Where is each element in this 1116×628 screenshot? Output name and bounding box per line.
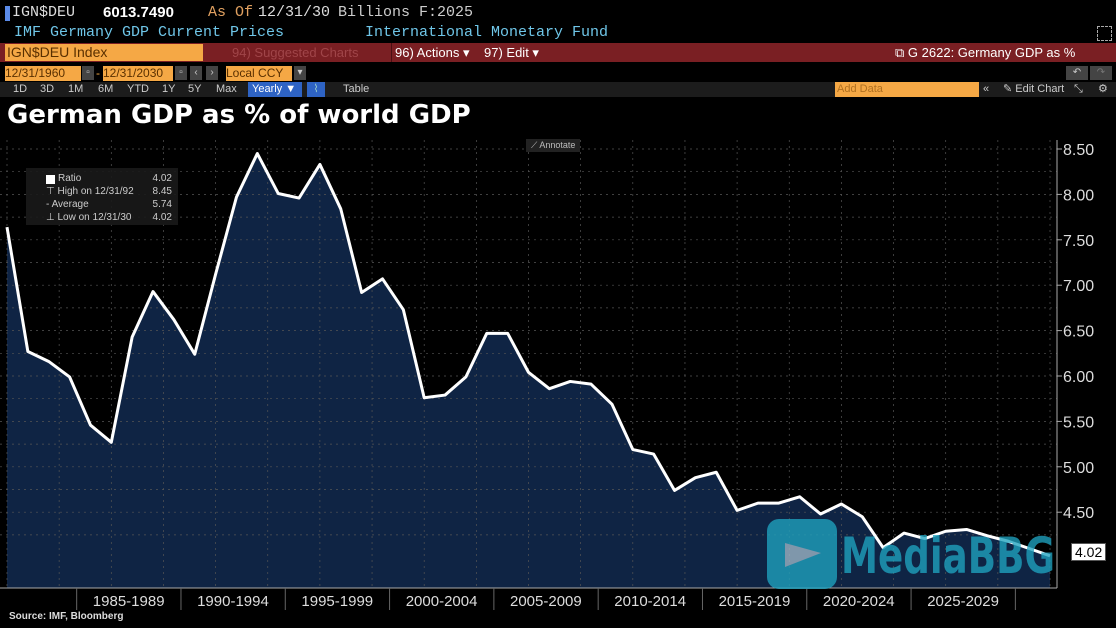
command-bar: IGN$DEU Index 94) Suggested Charts 96) A… [0,43,1116,62]
menu-divider [391,43,392,62]
x-tick-label: 2010-2014 [614,593,686,610]
y-tick-label: 4.50 [1063,505,1094,522]
x-tick-label: 2020-2024 [823,593,895,610]
annotate-label: Annotate [539,140,576,150]
range-bar: 1D 3D 1M 6M YTD 1Y 5Y Max Yearly ▼ ⌇ Table Add … [0,82,1116,97]
undo-icon[interactable]: ↶ [1066,66,1088,80]
frequency-select[interactable]: Yearly ▼ [248,82,302,97]
y-tick-label: 8.00 [1063,187,1094,204]
calendar-icon[interactable]: ▫ [82,66,94,80]
legend: Ratio 4.02 ⊤ High on 12/31/92 8.45 - Avera… [26,168,178,225]
x-tick-label: 1995-1999 [301,593,373,610]
last-value: 6013.7490 [103,4,174,21]
telegram-icon [767,519,837,589]
as-of-date: 12/31/30 [258,4,331,21]
x-tick-label: 2015-2019 [719,593,791,610]
start-date-input[interactable]: 12/31/1960 [5,66,81,81]
y-tick-label: 7.50 [1063,233,1094,250]
header-marker [5,6,10,21]
range-1d[interactable]: 1D [13,83,28,95]
legend-row-ratio: Ratio 4.02 [58,173,172,186]
y-tick-label: 5.00 [1063,460,1094,477]
units: Billions F:2025 [338,4,474,21]
line-chart-icon[interactable]: ⌇ [307,82,325,97]
range-max[interactable]: Max [216,83,237,95]
actions-menu[interactable]: 96) Actions ▾ [395,45,470,60]
security-input[interactable]: IGN$DEU Index [5,44,203,61]
range-1m[interactable]: 1M [68,83,84,95]
watermark-wordmark: MediaBBG [841,527,1055,585]
actions-label: 96) Actions [395,45,460,60]
legend-value: 4.02 [152,212,172,223]
chevron-down-icon[interactable]: ▾ [294,66,306,80]
legend-label: High on 12/31/92 [57,186,134,197]
legend-row-average: - Average 5.74 [46,199,172,212]
source-org: International Monetary Fund [365,24,609,41]
watermark-text: MediaBBG [841,527,1055,585]
legend-value: 5.74 [152,199,172,210]
collapse-icon[interactable]: « [983,83,990,95]
x-tick-label: 2000-2004 [406,593,478,610]
annotate-button[interactable]: ⟋ Annotate [526,139,581,152]
legend-value: 8.45 [152,186,172,197]
legend-value: 4.02 [152,173,172,184]
table-button[interactable]: Table [343,83,370,95]
fullscreen-icon[interactable] [1097,26,1112,41]
range-6m[interactable]: 6M [98,83,114,95]
x-tick-label: 1985-1989 [93,593,165,610]
chart-title: German GDP as % of world GDP [7,100,471,130]
as-of-label: As Of [208,4,254,21]
legend-swatch [46,175,55,184]
y-tick-label: 6.50 [1063,324,1094,341]
next-icon[interactable]: › [206,66,218,80]
legend-label: Average [51,199,89,210]
low-icon: ⊥ [46,212,58,223]
edit-chart-label: Edit Chart [1015,83,1065,95]
range-1y[interactable]: 1Y [162,83,176,95]
add-data-input[interactable]: Add Data [835,82,979,97]
x-tick-label: 2025-2029 [927,593,999,610]
range-5y[interactable]: 5Y [188,83,202,95]
y-tick-label: 5.50 [1063,414,1094,431]
legend-row-high: ⊤ High on 12/31/92 8.45 [46,186,172,199]
x-tick-label: 2005-2009 [510,593,582,610]
high-icon: ⊤ [46,186,58,197]
date-bar: 12/31/1960 ▫ - 12/31/2030 ▫ ‹ › Local CC… [0,66,1116,82]
legend-label: Low on 12/31/30 [57,212,132,223]
date-separator: - [96,66,100,80]
edit-label: 97) Edit [484,45,529,60]
end-date-input[interactable]: 12/31/2030 [103,66,173,81]
annotate-tool-icon[interactable]: ⤡ [1074,83,1083,95]
description: IMF Germany GDP Current Prices [14,24,285,41]
pencil-icon: ✎ [1003,83,1013,95]
security-header: IGN$DEU 6013.7490 As Of 12/31/30 Billion… [0,4,1116,24]
legend-row-low: ⊥ Low on 12/31/30 4.02 [46,212,172,225]
suggested-charts-menu[interactable]: 94) Suggested Charts [232,45,359,60]
y-tick-label: 6.00 [1063,369,1094,386]
chart-title-link[interactable]: ⧉ G 2622: Germany GDP as % [895,44,1075,61]
source-note: Source: IMF, Bloomberg [9,611,124,622]
prev-icon[interactable]: ‹ [190,66,202,80]
x-tick-label: 1990-1994 [197,593,269,610]
last-value-badge: 4.02 [1071,543,1107,561]
watermark-logo: MediaBBG [767,519,1059,589]
currency-select[interactable]: Local CCY [226,66,292,81]
description-row: IMF Germany GDP Current Prices Internati… [0,24,1116,42]
edit-menu[interactable]: 97) Edit ▾ [484,45,539,60]
range-ytd[interactable]: YTD [127,83,149,95]
y-tick-label: 7.00 [1063,278,1094,295]
average-icon: - [46,199,52,210]
y-tick-label: 8.50 [1063,142,1094,159]
external-link-icon: ⧉ [895,45,905,60]
edit-chart-button[interactable]: ✎ Edit Chart [1003,82,1064,97]
redo-icon[interactable]: ↷ [1090,66,1112,80]
chart-id: G 2622: Germany GDP as % [907,45,1076,60]
area-fill [7,153,1050,589]
ticker: IGN$DEU [12,4,76,21]
legend-label: Ratio [58,173,82,184]
range-3d[interactable]: 3D [40,83,55,95]
gear-icon[interactable]: ⚙ [1098,83,1108,95]
calendar-icon[interactable]: ▫ [175,66,187,80]
